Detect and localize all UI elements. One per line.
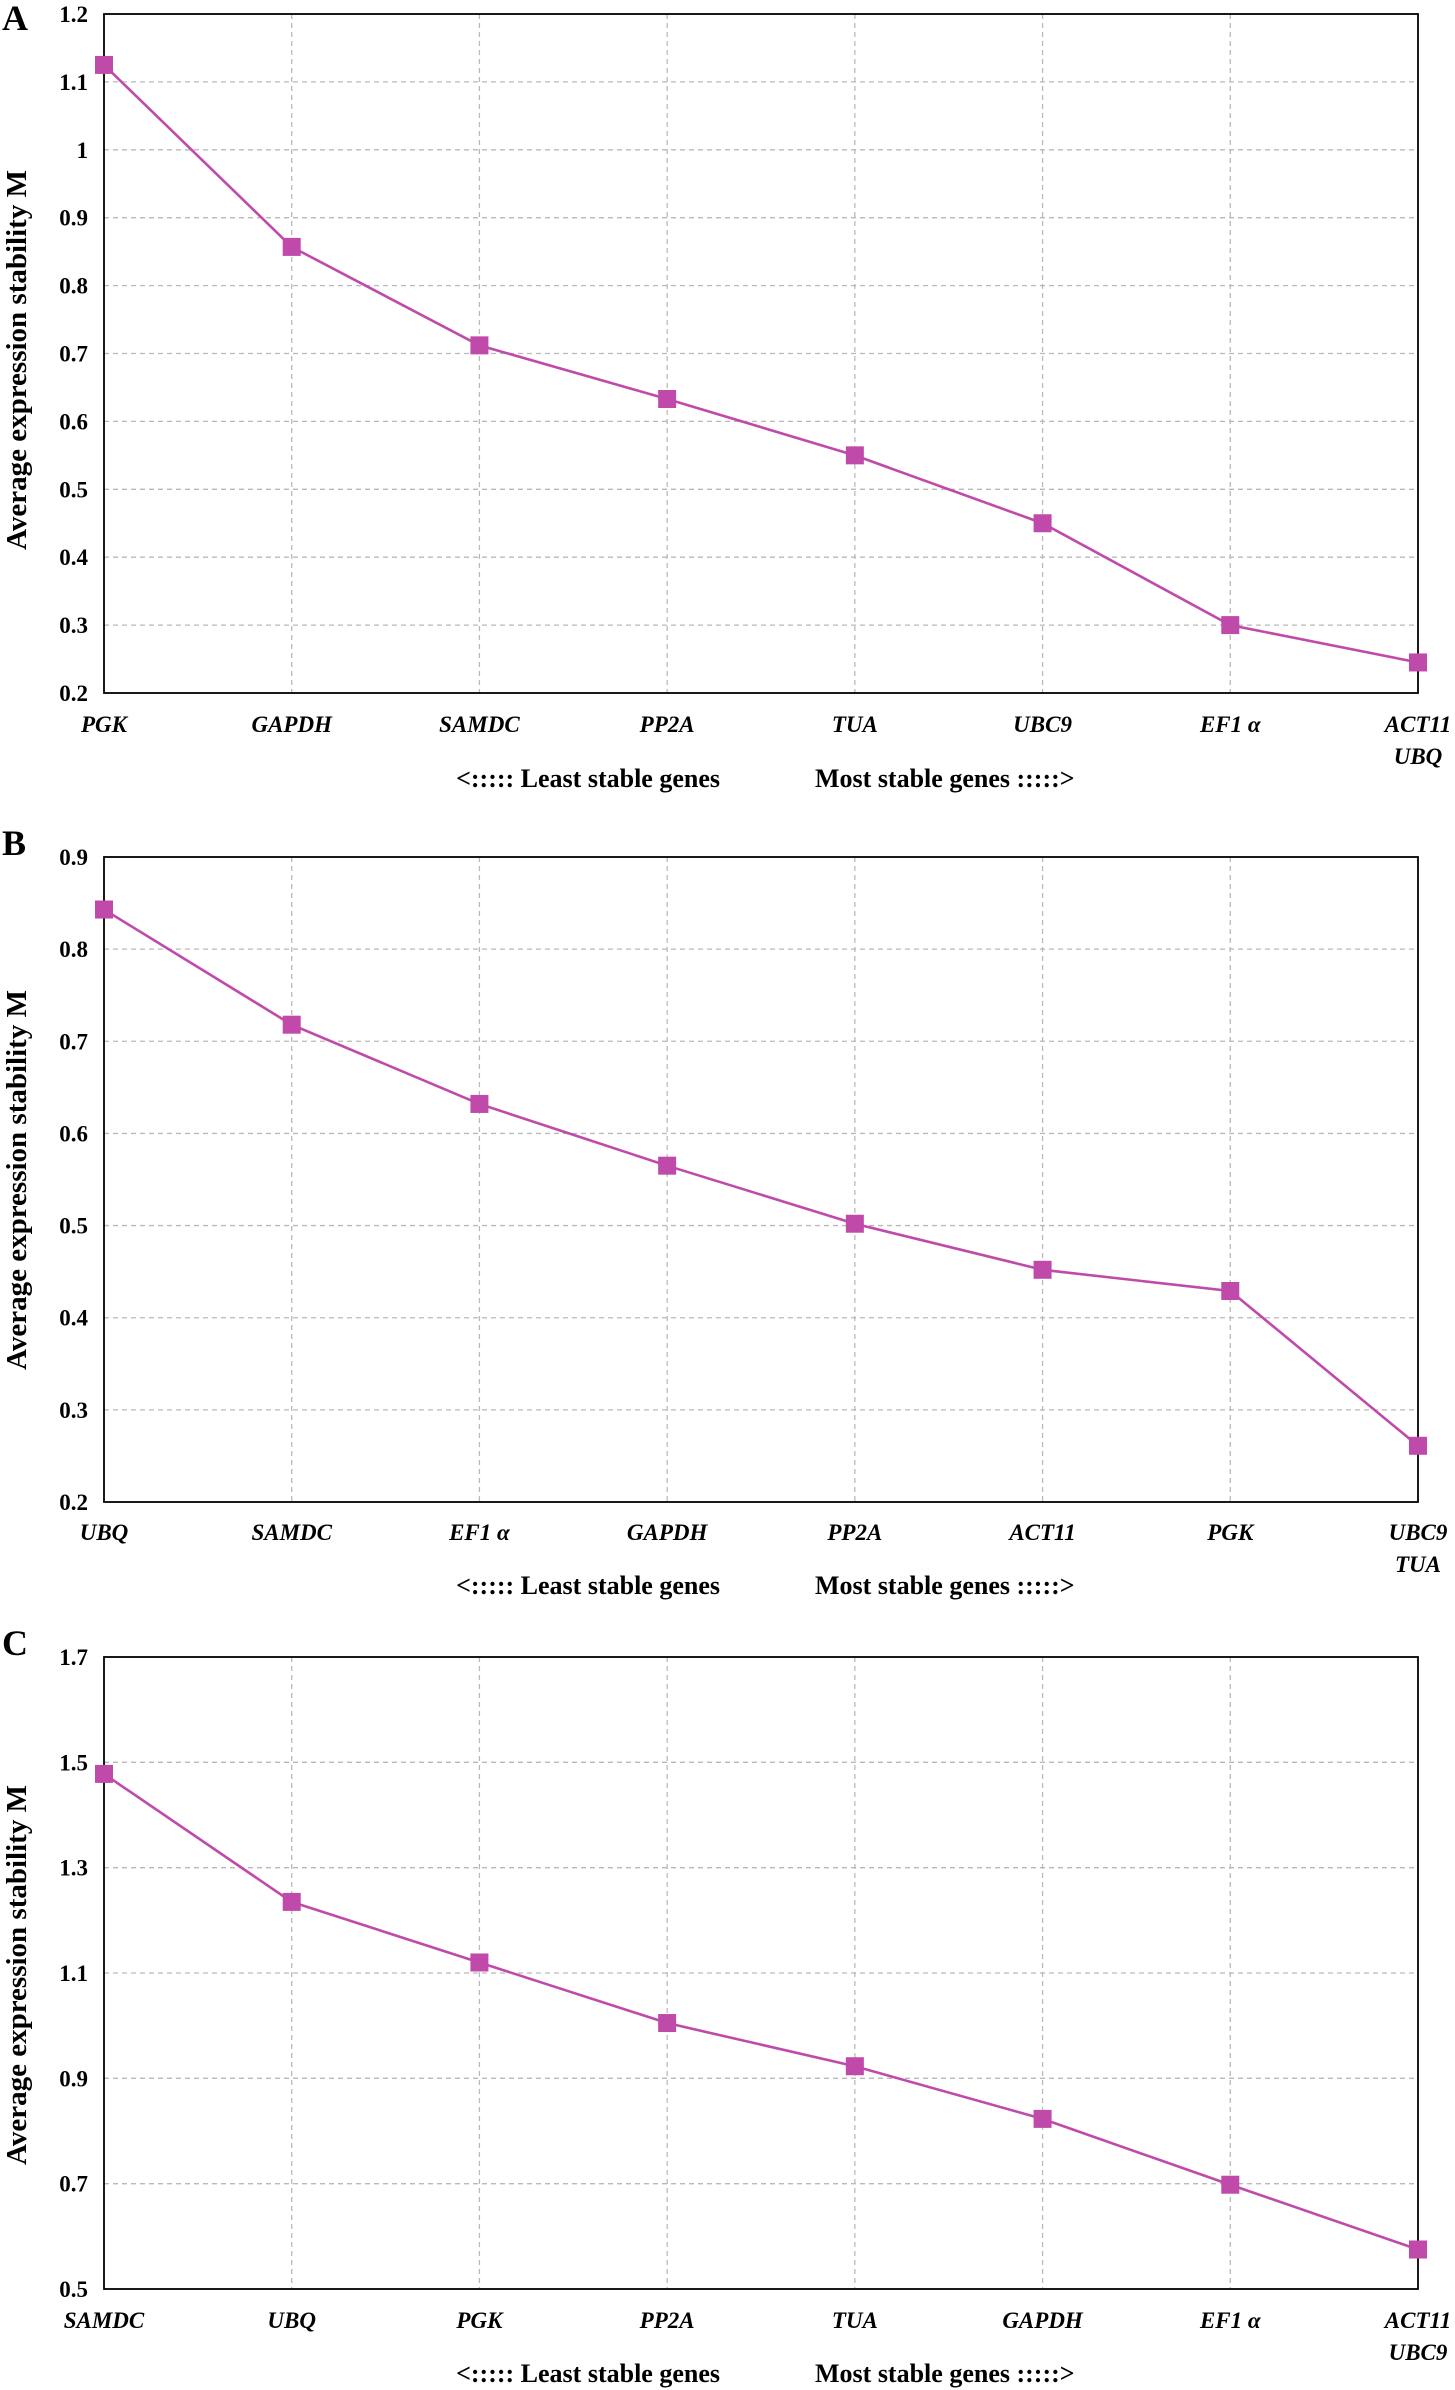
y-tick-label: 1.2 [59,2,88,27]
x-tick-label: SAMDC [64,2308,145,2333]
x-tick-label: ACT11 [1383,2308,1451,2333]
y-tick-label: 1.3 [59,1856,88,1881]
data-point-marker [470,1094,489,1113]
x-tick-label: TUA [832,2308,878,2333]
x-tick-label: PP2A [826,1520,882,1545]
y-tick-label: 0.7 [59,2172,88,2197]
x-tick-label: UBC9 [1013,712,1072,737]
x-tick-label: PGK [455,2308,504,2333]
y-tick-label: 0.7 [59,342,88,367]
data-point-marker [95,900,113,919]
series-line [103,1772,1419,2251]
panel-letter: B [2,823,26,863]
x-tick-label: TUA [1395,1552,1441,1577]
most-stable-annotation: Most stable genes :::::> [815,1571,1075,1600]
data-point-marker [1033,1260,1052,1279]
data-point-marker [1033,2109,1052,2128]
y-axis-title: Average expression stability M [1,990,33,1370]
y-tick-label: 0.8 [59,937,88,962]
y-tick-label: 1.7 [59,1645,88,1670]
data-point-marker [1409,653,1427,672]
x-tick-label: SAMDC [439,712,520,737]
least-stable-annotation: <::::: Least stable genes [456,764,720,793]
y-tick-label: 0.8 [59,274,88,299]
y-tick-label: 0.4 [59,545,88,570]
x-tick-label: EF1 α [1199,2308,1262,2333]
x-tick-label: UBQ [80,1520,129,1545]
x-tick-label: GAPDH [1002,2308,1084,2333]
plot-frame [103,13,1419,694]
panel-letter: C [2,1623,28,1663]
y-tick-label: 0.9 [59,845,88,870]
chart-panel-a: 0.2 0.3 0.4 0.5 0.6 0.7 0.8 0.9 1 1.1 1.2 PGK GAPDH S… [1,0,1451,793]
x-tick-label: ACT11 [1383,712,1451,737]
data-point-marker [282,1015,301,1034]
y-tick-label: 0.7 [59,1029,88,1054]
x-tick-label: PGK [1206,1520,1255,1545]
data-point-marker [1221,616,1240,635]
y-tick-label: 0.4 [59,1306,88,1331]
y-tick-label: 0.2 [59,681,88,706]
plot-frame [103,856,1419,1503]
chart-panel-c: 0.5 0.7 0.9 1.1 1.3 1.5 1.7 SAMDC UBQ PGK PP2A TUA G… [1,1623,1451,2388]
x-tick-label: PP2A [639,2308,695,2333]
y-tick-label: 0.9 [59,206,88,231]
x-tick-label: ACT11 [1007,1520,1075,1545]
x-tick-label: GAPDH [251,712,333,737]
x-tick-label: EF1 α [1199,712,1262,737]
x-tick-label: SAMDC [251,1520,332,1545]
x-tick-label: TUA [832,712,878,737]
most-stable-annotation: Most stable genes :::::> [815,2359,1075,2388]
series-line [103,908,1419,1447]
y-tick-label: 0.2 [59,1490,88,1515]
y-tick-label: 0.6 [59,409,88,434]
data-point-marker [1221,1281,1240,1300]
data-point-marker [658,389,677,408]
panel-letter: A [2,0,28,38]
y-tick-label: 1.5 [59,1750,88,1775]
x-tick-label: PGK [80,712,129,737]
data-point-marker [845,1214,864,1233]
least-stable-annotation: <::::: Least stable genes [456,2359,720,2388]
data-point-marker [1409,2240,1427,2259]
y-tick-label: 0.9 [59,2066,88,2091]
least-stable-annotation: <::::: Least stable genes [456,1571,720,1600]
data-point-marker [95,55,113,74]
data-point-marker [282,1892,301,1911]
y-tick-label: 1.1 [59,70,88,95]
x-tick-label: PP2A [639,712,695,737]
data-point-marker [95,1764,113,1783]
data-point-marker [658,1156,677,1175]
plot-frame [103,1656,1419,2290]
most-stable-annotation: Most stable genes :::::> [815,764,1075,793]
data-point-marker [470,1953,489,1972]
data-point-marker [845,446,864,465]
x-tick-label: UBC9 [1389,1520,1448,1545]
y-tick-label: 0.6 [59,1121,88,1146]
y-tick-label: 0.3 [59,613,88,638]
y-tick-label: 0.5 [59,1214,88,1239]
y-axis-title: Average expression stability M [1,1785,33,2165]
x-tick-label: EF1 α [448,1520,511,1545]
data-point-marker [470,336,489,355]
y-tick-label: 0.5 [59,2277,88,2302]
data-point-marker [282,237,301,256]
data-point-marker [1033,514,1052,533]
chart-panel-b: 0.2 0.3 0.4 0.5 0.6 0.7 0.8 0.9 UBQ SAMDC EF1 α GAP… [1,823,1448,1600]
data-point-marker [1409,1436,1427,1455]
y-axis-title: Average expression stability M [1,170,33,550]
x-tick-label: UBQ [267,2308,316,2333]
x-tick-label: UBC9 [1389,2340,1448,2365]
series-line [103,63,1419,664]
data-point-marker [845,2057,864,2076]
data-point-marker [658,2014,677,2033]
data-point-marker [1221,2175,1240,2194]
x-tick-label: UBQ [1394,744,1443,769]
y-tick-label: 1 [77,138,89,163]
y-tick-label: 0.5 [59,477,88,502]
y-tick-label: 0.3 [59,1398,88,1423]
y-tick-label: 1.1 [59,1961,88,1986]
x-tick-label: GAPDH [627,1520,709,1545]
